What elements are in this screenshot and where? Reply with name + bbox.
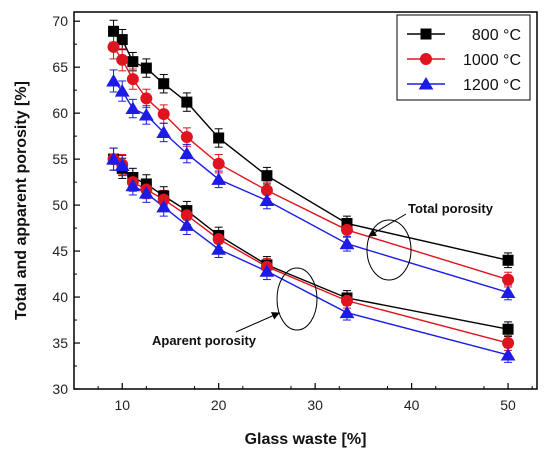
apparent-point-square — [502, 323, 514, 335]
total-porosity-ellipse — [366, 219, 412, 281]
total-point-square — [158, 78, 170, 90]
apparent-point-triangle — [156, 199, 172, 213]
total-series-line-triangle — [113, 80, 509, 294]
annotations-layer: Total porosity Aparent porosity — [152, 201, 494, 348]
total-point-circle — [116, 53, 129, 66]
apparent-series-line-circle — [113, 158, 509, 344]
total-point-square — [181, 96, 193, 108]
total-point-circle — [212, 157, 225, 170]
apparent-point-triangle — [259, 264, 275, 277]
apparent-series-line-triangle — [113, 158, 509, 356]
apparent-point-triangle — [114, 158, 130, 172]
apparent-porosity-ellipse — [276, 267, 318, 331]
y-tick-label: 70 — [52, 13, 68, 29]
total-point-circle — [140, 92, 153, 105]
plot-area-frame — [73, 11, 538, 390]
total-point-circle — [157, 108, 170, 121]
total-point-circle — [502, 273, 515, 286]
y-axis-ticks: 30 35 40 45 50 55 60 65 70 — [52, 13, 80, 397]
x-tick-label: 20 — [211, 397, 227, 413]
total-series-line-square — [113, 30, 509, 261]
total-point-triangle — [179, 146, 195, 160]
total-point-triangle — [114, 84, 130, 97]
y-tick-label: 30 — [52, 381, 68, 397]
total-point-circle — [126, 73, 139, 86]
apparent-series-line-square — [113, 158, 509, 330]
y-axis-label: Total and apparent porosity [%] — [13, 81, 30, 320]
legend-label: 800 °C — [472, 27, 521, 44]
legend: 800 °C 1000 °C 1200 °C — [396, 14, 531, 101]
total-point-square — [108, 25, 120, 37]
total-point-square — [261, 170, 273, 182]
apparent-porosity-arrow — [235, 312, 280, 333]
total-point-triangle — [259, 193, 275, 206]
apparent-point-triangle — [138, 186, 154, 199]
total-point-triangle — [125, 101, 141, 115]
apparent-point-triangle — [211, 242, 227, 255]
x-tick-label: 40 — [404, 397, 420, 413]
y-tick-label: 55 — [52, 151, 68, 167]
y-tick-label: 65 — [52, 59, 68, 75]
total-point-square — [116, 34, 128, 46]
total-point-triangle — [106, 73, 121, 87]
x-axis-label: Glass waste [%] — [245, 431, 367, 448]
y-tick-label: 35 — [52, 335, 68, 351]
legend-marker-triangle — [418, 77, 434, 90]
y-tick-label: 40 — [52, 289, 68, 305]
total-point-triangle — [211, 172, 227, 185]
apparent-point-triangle — [179, 218, 195, 231]
apparent-point-circle — [502, 337, 515, 350]
total-porosity-label: Total porosity — [408, 201, 494, 216]
x-tick-label: 50 — [500, 397, 516, 413]
legend-marker-circle — [420, 53, 432, 65]
apparent-point-circle — [340, 294, 353, 307]
total-point-triangle — [339, 236, 355, 250]
legend-marker-square — [420, 28, 432, 40]
x-axis-ticks: 10 20 30 40 50 — [97, 383, 533, 413]
total-porosity-arrow — [368, 213, 407, 237]
apparent-point-triangle — [106, 152, 121, 165]
y-tick-label: 60 — [52, 105, 68, 121]
apparent-point-triangle — [125, 178, 141, 192]
x-tick-label: 10 — [114, 397, 130, 413]
total-point-triangle — [138, 108, 154, 121]
total-point-triangle — [156, 125, 172, 138]
apparent-porosity-label: Aparent porosity — [152, 333, 257, 348]
total-point-square — [127, 56, 139, 68]
total-point-square — [213, 132, 225, 144]
total-point-circle — [107, 40, 120, 53]
apparent-point-triangle — [500, 347, 516, 361]
total-series-line-circle — [112, 46, 509, 281]
y-tick-label: 45 — [52, 243, 68, 259]
total-point-circle — [340, 223, 353, 236]
total-point-square — [502, 254, 514, 266]
legend-box — [396, 14, 531, 101]
total-point-square — [140, 62, 152, 74]
legend-label: 1200 °C — [463, 77, 521, 94]
apparent-point-triangle — [339, 305, 355, 319]
y-tick-label: 50 — [52, 197, 68, 213]
total-point-triangle — [500, 285, 516, 298]
data-markers-layer — [106, 25, 516, 361]
x-tick-label: 30 — [307, 397, 323, 413]
legend-label: 1000 °C — [463, 52, 521, 69]
total-point-circle — [180, 131, 193, 144]
